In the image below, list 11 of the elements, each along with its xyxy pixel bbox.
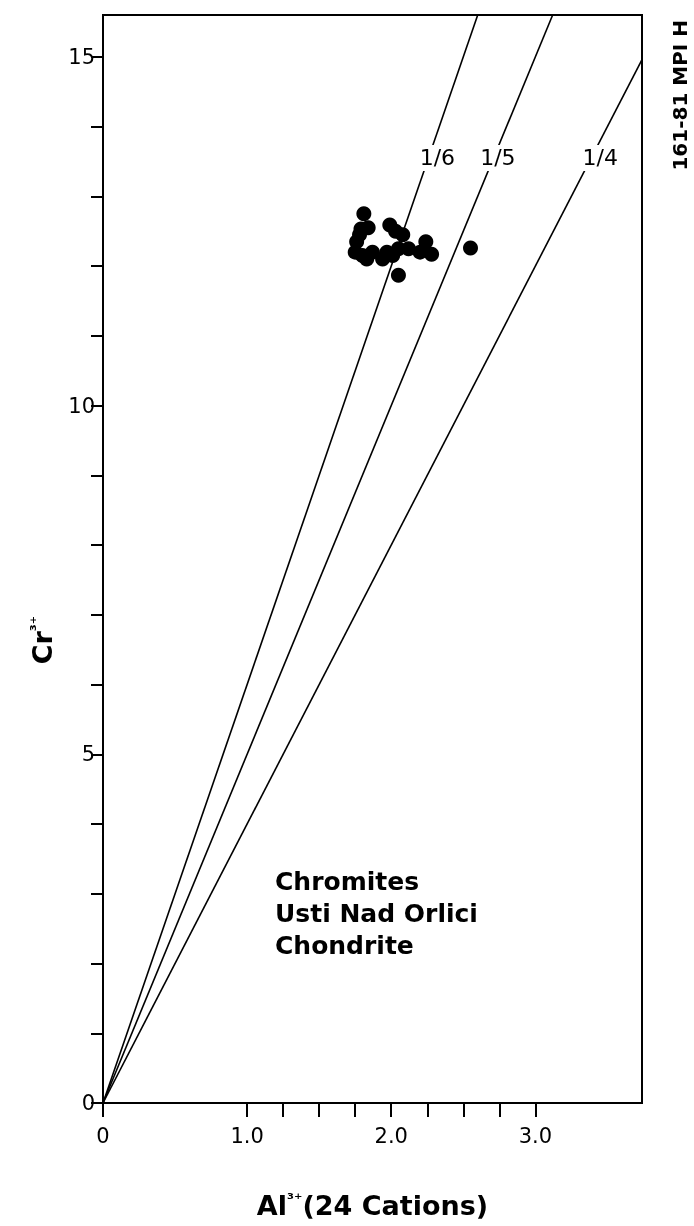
x-tick-label: 2.0 <box>374 1123 408 1148</box>
annotation: 1/6 <box>419 145 456 171</box>
x-tick-label: 3.0 <box>518 1123 553 1148</box>
annotation: 1/4 <box>582 145 618 171</box>
text: 161-81 MPI H <box>668 20 692 171</box>
x-tick-label: 1.0 <box>230 1123 264 1148</box>
y-tick-label: 10 <box>68 393 95 418</box>
annotation: 1/5 <box>480 145 516 171</box>
annotation: Chromites Usti Nad Orlici Chondrite <box>275 866 478 960</box>
y-tick-label: 15 <box>68 44 95 69</box>
y-axis-title: Cr³⁺ <box>25 615 58 665</box>
